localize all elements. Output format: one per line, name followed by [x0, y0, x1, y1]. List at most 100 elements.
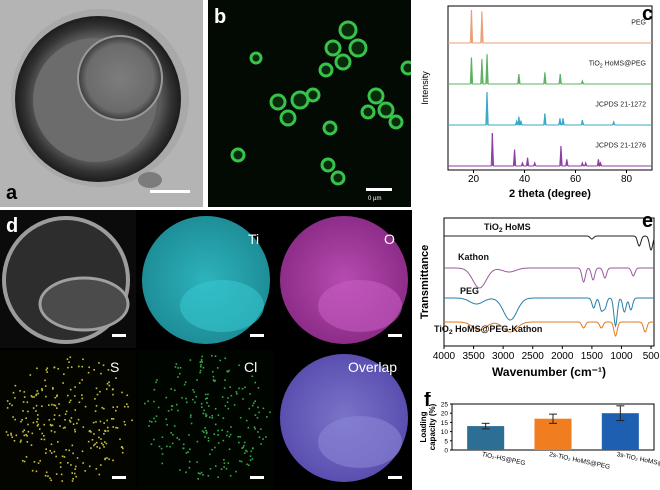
element-dot [39, 460, 42, 462]
element-dot [93, 433, 95, 435]
element-dot [23, 391, 26, 393]
overlap-map-label: Overlap [348, 359, 398, 375]
element-dot [23, 460, 26, 463]
element-dot [223, 458, 225, 461]
element-dot [207, 393, 209, 396]
element-dot [41, 388, 43, 390]
scale-bar-d4 [112, 476, 126, 479]
element-dot [68, 449, 71, 452]
element-dot [122, 447, 124, 450]
element-dot [182, 443, 185, 446]
element-dot [238, 441, 240, 444]
element-dot [88, 465, 91, 468]
element-dot [213, 433, 216, 436]
element-dot [68, 401, 71, 404]
element-dot [58, 414, 61, 417]
element-dot [147, 400, 149, 403]
element-dot [181, 396, 183, 399]
element-dot [207, 437, 210, 439]
element-dot [69, 399, 72, 402]
element-dot [148, 420, 151, 423]
element-dot [249, 393, 251, 395]
bar-y-axis-label: Loading [419, 411, 428, 442]
element-dot [185, 397, 187, 400]
element-dot [56, 394, 58, 397]
element-dot [224, 357, 227, 360]
element-dot [209, 468, 212, 470]
element-dot [99, 390, 101, 393]
element-dot [150, 421, 153, 423]
element-dot [21, 418, 23, 421]
xrd-y-axis-label: Intensity [420, 71, 430, 105]
element-dot [170, 432, 172, 434]
element-dot [106, 382, 109, 385]
element-dot [26, 435, 28, 437]
element-dot [226, 401, 229, 404]
element-dot [100, 438, 102, 440]
element-dot [201, 361, 203, 363]
element-dot [153, 400, 155, 403]
element-dot [126, 403, 128, 406]
element-dot [248, 464, 250, 467]
element-dot [41, 432, 44, 435]
element-dot [265, 436, 267, 438]
element-dot [89, 429, 91, 432]
element-dot [91, 438, 94, 441]
element-dot [49, 477, 51, 480]
element-dot [123, 405, 126, 408]
element-dot [124, 423, 127, 426]
element-dot [214, 465, 217, 467]
element-dot [95, 405, 98, 407]
element-dot [115, 377, 117, 379]
element-dot [50, 443, 53, 446]
element-dot [228, 369, 230, 372]
element-dot [115, 426, 117, 429]
element-dot [250, 450, 253, 453]
element-dot [103, 422, 105, 424]
element-dot [45, 471, 48, 474]
element-dot [239, 460, 241, 462]
element-dot [214, 355, 217, 357]
element-dot [108, 384, 111, 387]
element-dot [192, 389, 194, 391]
element-dot [227, 370, 229, 373]
element-dot [228, 448, 231, 451]
element-dot [41, 405, 43, 408]
panel-b-fluorescence-image: b 0 µm [208, 0, 411, 207]
element-dot [10, 434, 13, 436]
element-dot [195, 395, 198, 398]
element-dot [229, 474, 232, 477]
element-dot [53, 404, 55, 406]
element-dot [23, 396, 26, 398]
element-dot [92, 421, 95, 424]
element-dot [244, 452, 246, 454]
element-dot [60, 473, 63, 476]
element-dot [217, 414, 220, 416]
element-dot [87, 440, 90, 443]
element-dot [213, 380, 216, 383]
element-dot [101, 406, 104, 409]
scale-bar-d6 [388, 476, 402, 479]
element-dot [121, 391, 123, 394]
element-dot [76, 457, 79, 459]
element-dot [56, 395, 58, 398]
xrd-series-label: JCPDS 21-1272 [595, 102, 646, 109]
element-dot [221, 429, 224, 431]
ti-map-label: Ti [248, 231, 260, 247]
element-dot [82, 358, 84, 361]
element-dot [50, 424, 53, 427]
element-dot [174, 389, 176, 392]
element-dot [252, 402, 255, 404]
element-dot [74, 430, 77, 433]
element-dot [161, 436, 164, 439]
element-dot [5, 431, 8, 433]
element-dot [29, 374, 32, 376]
element-dot [217, 476, 219, 479]
element-dot [32, 407, 35, 409]
element-dot [90, 447, 92, 449]
element-dot [219, 359, 222, 362]
element-dot [55, 407, 58, 409]
element-dot [27, 423, 29, 426]
element-dot [197, 478, 200, 480]
element-dot [247, 426, 250, 429]
